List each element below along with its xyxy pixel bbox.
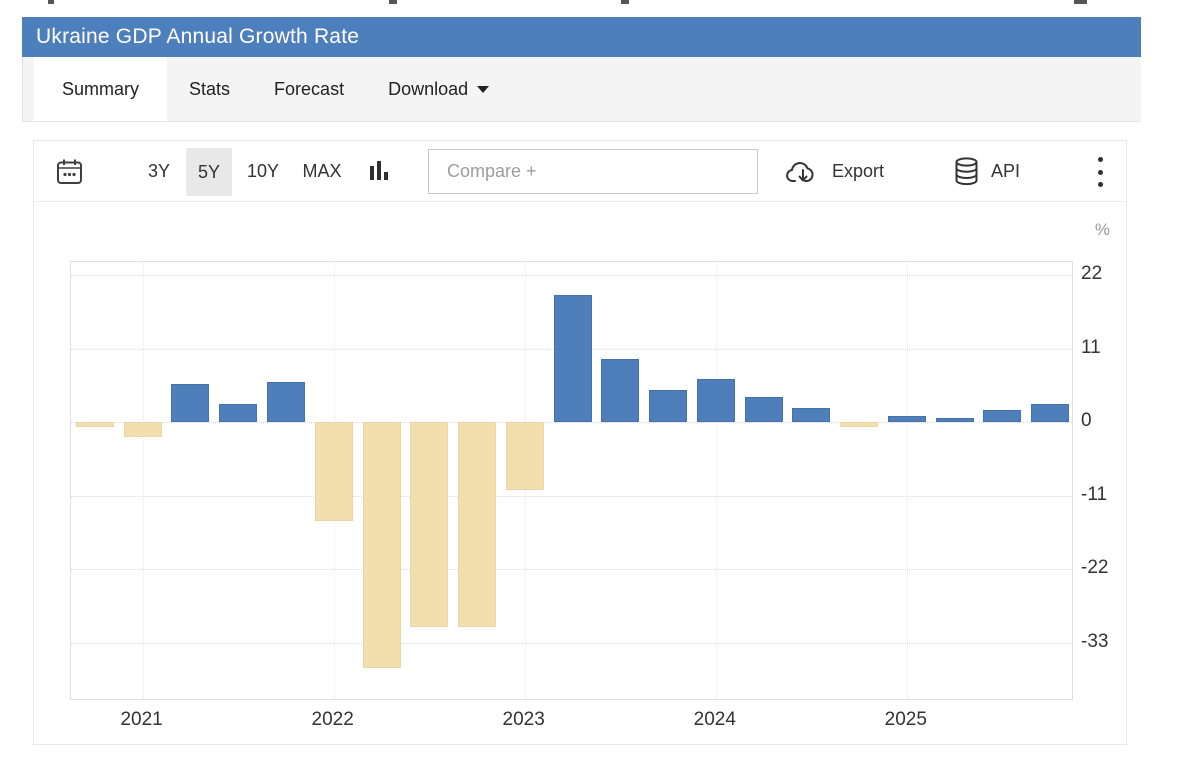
horizontal-gridline [71,569,1072,571]
chart-toolbar: 3Y 5Y 10Y MAX [34,141,1126,202]
chart-bar-2020-Q4[interactable] [75,422,114,428]
chart-bar-2021-Q4[interactable] [266,381,305,423]
vertical-gridline [142,262,144,699]
x-tick-label: 2022 [311,709,354,730]
horizontal-gridline [71,275,1072,277]
y-tick-label: 11 [1081,336,1101,358]
vertical-gridline [715,262,717,699]
title-bar: Ukraine GDP Annual Growth Rate [22,17,1141,57]
y-tick-label: 0 [1081,410,1092,432]
chart-bar-2023-Q4[interactable] [649,389,687,423]
y-tick-label: -22 [1081,557,1109,579]
chart-bar-2023-Q2[interactable] [553,294,592,423]
page-title: Ukraine GDP Annual Growth Rate [36,25,360,48]
tab-forecast[interactable]: Forecast [252,57,366,121]
calendar-icon[interactable] [56,158,83,185]
chart-bar-2023-Q3[interactable] [601,358,640,423]
chart-bar-2025-Q2[interactable] [935,418,974,423]
tab-forecast-label: Forecast [274,78,345,99]
y-axis-unit: % [1094,220,1110,239]
cropped-text-fragment [621,0,629,4]
plot-area [70,261,1073,700]
chart-bar-2021-Q2[interactable] [171,383,210,423]
chart-bar-2021-Q3[interactable] [219,404,258,423]
tab-download-label: Download [388,78,469,99]
horizontal-gridline [71,422,1072,424]
caret-down-icon [477,85,490,93]
compare-input[interactable] [428,149,758,194]
chart: % 22 11 0 -11 -22 -33 2021 2022 2023 2024 2025 [34,202,1126,744]
api-label: API [991,161,1021,181]
chart-bar-2022-Q3[interactable] [410,422,449,627]
chart-bar-2022-Q4[interactable] [458,422,496,627]
horizontal-gridline [71,495,1072,497]
y-tick-label: 22 [1081,263,1103,285]
x-tick-label: 2023 [502,709,545,730]
chart-card: 3Y 5Y 10Y MAX [33,140,1127,745]
chart-bar-2023-Q1[interactable] [505,422,544,490]
chart-bar-2024-Q1[interactable] [696,378,735,423]
export-button[interactable]: Export [786,141,884,202]
range-button-3y[interactable]: 3Y [147,161,171,181]
x-tick-label: 2021 [120,709,163,730]
range-button-10y[interactable]: 10Y [246,161,280,181]
range-button-max[interactable]: MAX [302,161,342,181]
chart-bar-2025-Q1[interactable] [887,415,926,423]
chart-bar-2025-Q4[interactable] [1031,403,1070,423]
tab-bar: Summary Stats Forecast Download [22,57,1141,122]
tab-stats-label: Stats [189,78,231,99]
x-tick-label: 2024 [693,709,736,730]
chart-bar-2022-Q1[interactable] [314,422,353,521]
api-button[interactable]: API [954,141,1020,202]
bar-chart-icon[interactable] [368,159,390,184]
tab-stats[interactable]: Stats [167,57,252,121]
horizontal-gridline [71,642,1072,644]
cropped-text-fragment [48,0,54,4]
x-tick-label: 2025 [884,709,927,730]
tab-summary-label: Summary [62,78,140,99]
chart-bar-2021-Q1[interactable] [123,422,162,438]
database-icon [954,157,979,186]
tab-download[interactable]: Download [366,57,511,121]
cloud-download-icon [786,160,820,184]
vertical-gridline [906,262,908,699]
chart-bar-2024-Q4[interactable] [840,422,879,428]
cropped-text-fragment [389,0,397,4]
chart-bar-2025-Q3[interactable] [983,409,1022,423]
export-label: Export [832,161,885,181]
chart-bar-2022-Q2[interactable] [362,422,401,668]
y-tick-label: -11 [1081,483,1108,505]
y-tick-label: -33 [1081,630,1109,652]
chart-bar-2024-Q3[interactable] [792,408,831,423]
tab-summary[interactable]: Summary [34,57,168,121]
chart-bar-2024-Q2[interactable] [744,397,783,423]
kebab-menu-icon[interactable] [1092,157,1108,187]
range-button-5y[interactable]: 5Y [186,148,232,196]
cropped-text-fragment [1074,0,1087,4]
